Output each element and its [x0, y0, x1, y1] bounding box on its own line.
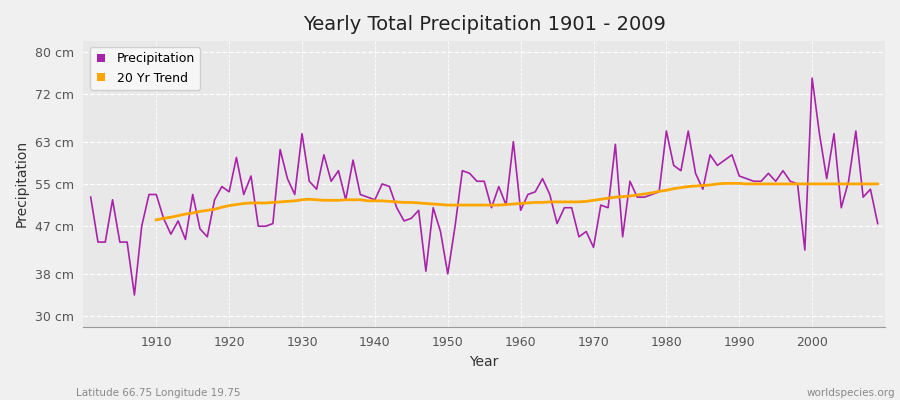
Title: Yearly Total Precipitation 1901 - 2009: Yearly Total Precipitation 1901 - 2009 [302, 15, 666, 34]
Text: worldspecies.org: worldspecies.org [807, 388, 896, 398]
X-axis label: Year: Year [470, 355, 499, 369]
Text: Latitude 66.75 Longitude 19.75: Latitude 66.75 Longitude 19.75 [76, 388, 241, 398]
Y-axis label: Precipitation: Precipitation [15, 140, 29, 228]
Legend: Precipitation, 20 Yr Trend: Precipitation, 20 Yr Trend [90, 47, 201, 90]
